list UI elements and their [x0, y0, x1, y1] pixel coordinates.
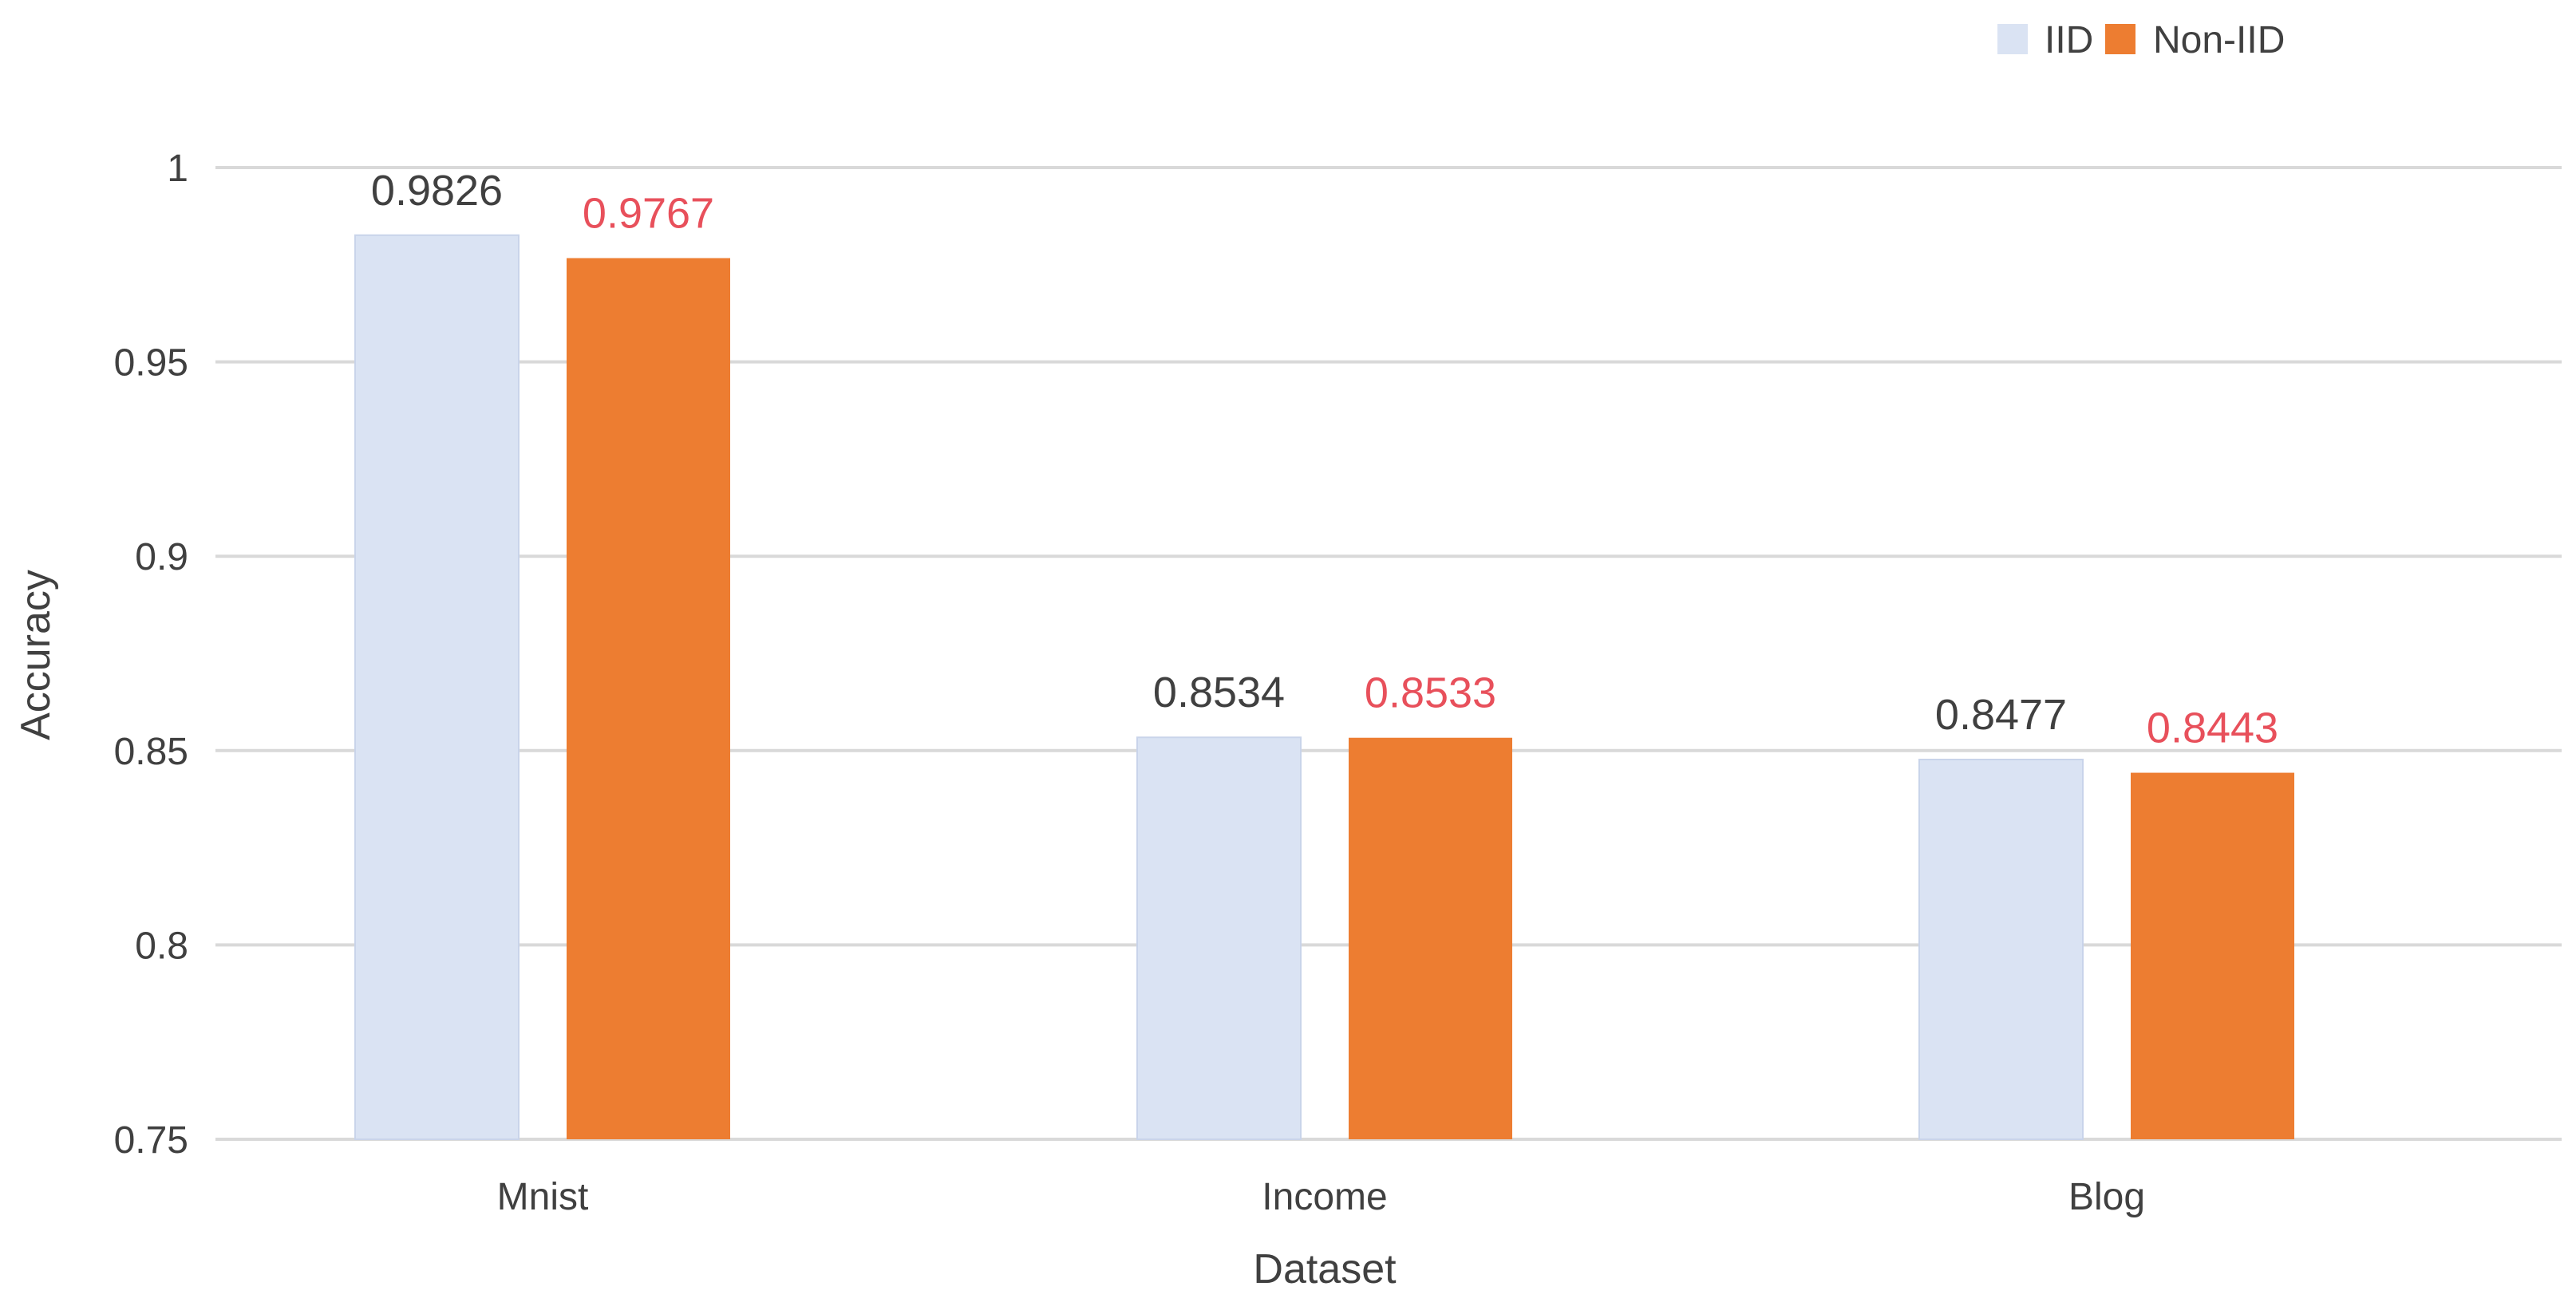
bar-non-iid-mnist: [567, 258, 730, 1140]
y-tick-label: 1: [167, 148, 188, 190]
data-label: 0.8533: [1365, 669, 1496, 717]
x-axis: Mnist Income Blog: [497, 1176, 2145, 1218]
x-tick-label: Blog: [2068, 1176, 2145, 1218]
legend-label: IID: [2045, 19, 2093, 61]
data-labels: 0.9826 0.9767 0.8534 0.8533 0.8477 0.8443: [371, 167, 2278, 752]
x-axis-title: Dataset: [1253, 1246, 1397, 1292]
y-tick-label: 0.85: [114, 731, 188, 773]
data-label: 0.9767: [583, 190, 714, 238]
legend-swatch: [2105, 24, 2135, 54]
x-tick-label: Income: [1262, 1176, 1387, 1218]
y-tick-label: 0.9: [135, 536, 188, 578]
legend-label: Non-IID: [2153, 19, 2285, 61]
data-label: 0.8534: [1153, 669, 1285, 716]
bar-non-iid-blog: [2131, 772, 2294, 1139]
bar-iid-blog: [1918, 759, 2084, 1140]
bar-iid-mnist: [354, 234, 520, 1140]
data-label: 0.8443: [2147, 704, 2278, 752]
data-label: 0.9826: [371, 167, 503, 215]
bar-non-iid-income: [1349, 737, 1512, 1139]
x-tick-label: Mnist: [497, 1176, 589, 1218]
y-axis-title: Accuracy: [13, 570, 59, 740]
y-tick-label: 0.95: [114, 342, 188, 385]
y-tick-label: 0.75: [114, 1119, 188, 1162]
legend-swatch: [1997, 24, 2028, 54]
bar-iid-income: [1136, 736, 1302, 1141]
legend: IID Non-IID: [1997, 19, 2285, 61]
y-axis: 0.75 0.8 0.85 0.9 0.95 1: [114, 148, 188, 1162]
y-tick-label: 0.8: [135, 925, 188, 967]
bars: [354, 234, 2294, 1141]
data-label: 0.8477: [1935, 691, 2067, 739]
